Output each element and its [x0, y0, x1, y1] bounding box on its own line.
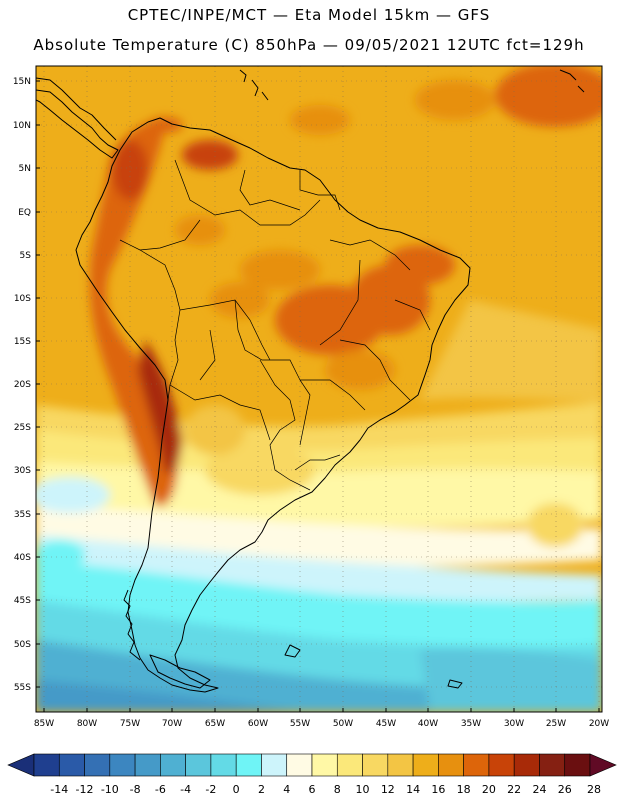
lon-label: 75W [120, 719, 140, 729]
colorbar-swatch [160, 753, 186, 777]
lon-label: 45W [376, 719, 396, 729]
colorbar-swatch [412, 753, 439, 777]
lat-label: 20S [14, 380, 31, 390]
colorbar-swatch [235, 753, 262, 777]
central-america-north-coast [36, 77, 117, 141]
colorbar-label: -12 [76, 783, 94, 796]
colorbar-label: 28 [587, 783, 601, 796]
colorbar-label: -6 [155, 783, 166, 796]
lon-label: 70W [162, 719, 182, 729]
colorbar-label: 4 [283, 783, 290, 796]
colorbar-label: 18 [457, 783, 471, 796]
lon-label: 55W [290, 719, 310, 729]
colorbar-swatch [438, 753, 464, 777]
lon-label: 85W [34, 719, 54, 729]
map-title-line-2: Absolute Temperature (C) 850hPa — 09/05/… [33, 36, 585, 54]
colorbar-label: 26 [558, 783, 572, 796]
lat-label: 30S [14, 466, 31, 476]
lat-label: 15S [14, 337, 31, 347]
lat-label: 55S [14, 683, 31, 693]
lat-label: 35S [14, 510, 31, 520]
lon-label: 35W [461, 719, 481, 729]
caribbean-islands [239, 69, 585, 101]
colorbar-label: -10 [101, 783, 119, 796]
lon-label: 30W [504, 719, 524, 729]
lat-label: 25S [14, 423, 31, 433]
lat-label: 5S [20, 251, 32, 261]
colorbar-swatch [109, 753, 136, 777]
colorbar-label: 8 [334, 783, 341, 796]
lat-label: 10N [13, 121, 31, 131]
colorbar-swatch [336, 753, 363, 777]
colorbar-swatch [261, 753, 288, 777]
colorbar-swatch [210, 753, 237, 777]
colorbar-over-arrow [589, 753, 617, 777]
latitude-axis: 15N 10N 5N EQ 5S 10S 15S 20S 25S 30S 35S… [13, 77, 40, 693]
colorbar-label: 24 [532, 783, 546, 796]
colorbar-swatch [311, 753, 338, 777]
colorbar-swatch [564, 753, 591, 777]
country-borders [119, 159, 431, 491]
lon-label: 60W [248, 719, 268, 729]
colorbar-swatch [58, 753, 85, 777]
lon-label: 50W [333, 719, 353, 729]
colorbar-swatch [387, 753, 414, 777]
colorbar-label: 0 [233, 783, 240, 796]
colorbar-swatch [185, 753, 212, 777]
lat-label: 45S [14, 596, 31, 606]
map-title-line-1: CPTEC/INPE/MCT — Eta Model 15km — GFS [127, 6, 491, 24]
colorbar-label: -8 [130, 783, 141, 796]
south-america-coastline [75, 117, 471, 693]
colorbar-label: 20 [482, 783, 496, 796]
colorbar-label: 16 [431, 783, 445, 796]
colorbar-under-arrow [7, 753, 35, 777]
lat-label: 10S [14, 294, 31, 304]
lat-label: 50S [14, 640, 31, 650]
colorbar-swatch [513, 753, 540, 777]
chilean-fjords [123, 589, 141, 661]
colorbar-label: 14 [406, 783, 420, 796]
lon-label: 20W [589, 719, 609, 729]
colorbar-label: -4 [180, 783, 191, 796]
colorbar-swatch [33, 753, 60, 777]
longitude-axis: 85W 80W 75W 70W 65W 60W 55W 50W 45W 40W … [34, 708, 609, 729]
lat-label: 5N [19, 164, 31, 174]
colorbar-swatch [134, 753, 161, 777]
colorbar-label: 6 [309, 783, 316, 796]
colorbar-swatch [539, 753, 566, 777]
lat-label: EQ [18, 208, 31, 218]
colorbar-label: 12 [381, 783, 395, 796]
falkland-islands [284, 644, 301, 658]
lon-label: 40W [418, 719, 438, 729]
colorbar-swatch [84, 753, 111, 777]
colorbar-label: -2 [205, 783, 216, 796]
map-frame [35, 65, 603, 713]
lat-label: 15N [13, 77, 31, 87]
colorbar-label: 22 [507, 783, 521, 796]
lon-label: 25W [546, 719, 566, 729]
colorbar-label: -14 [50, 783, 68, 796]
colorbar-swatch [488, 753, 515, 777]
tierra-del-fuego [149, 654, 211, 689]
coastlines [36, 69, 585, 693]
central-america-coastline [36, 89, 119, 159]
colorbar-swatch [286, 753, 313, 777]
temperature-field [36, 66, 602, 712]
colorbar-swatch [463, 753, 490, 777]
colorbar-label: 2 [258, 783, 265, 796]
colorbar-label: 10 [356, 783, 370, 796]
lat-label: 40S [14, 553, 31, 563]
colorbar-swatch [362, 753, 389, 777]
lon-label: 80W [77, 719, 97, 729]
temperature-colorbar: -14 -12 -10 -8 -6 -4 -2 0 2 4 6 8 10 12 14 16 18 20 22 24 26… [7, 753, 617, 796]
south-georgia-island [447, 679, 463, 689]
lon-label: 65W [205, 719, 225, 729]
